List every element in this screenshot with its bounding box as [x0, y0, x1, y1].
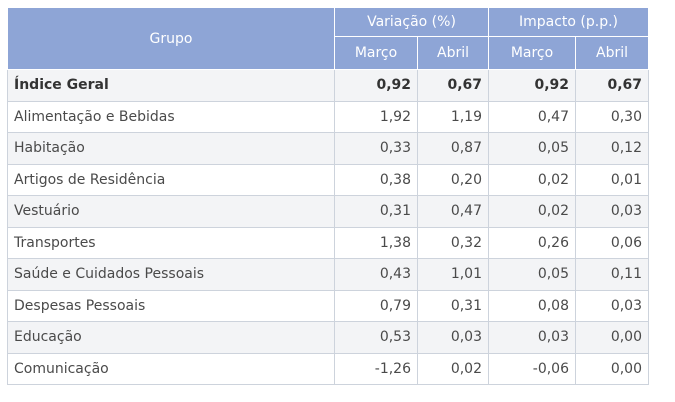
table-row: Índice Geral 0,92 0,67 0,92 0,67: [7, 69, 649, 102]
cell-variacao-marco: 1,38: [334, 226, 418, 259]
cell-grupo: Índice Geral: [7, 69, 335, 102]
cell-grupo: Comunicação: [7, 352, 335, 385]
cell-impacto-abril: 0,06: [575, 226, 649, 259]
cell-impacto-abril: 0,03: [575, 289, 649, 322]
header-impacto-marco: Março: [488, 36, 576, 70]
table-row: Educação 0,53 0,03 0,03 0,00: [7, 321, 649, 354]
cell-variacao-abril: 0,32: [417, 226, 489, 259]
cell-impacto-marco: 0,47: [488, 100, 576, 133]
cell-impacto-abril: 0,00: [575, 321, 649, 354]
table-body: Índice Geral 0,92 0,67 0,92 0,67 Alimentação …: [7, 69, 649, 385]
cell-variacao-marco: 0,33: [334, 132, 418, 165]
cell-impacto-abril: 0,01: [575, 163, 649, 196]
cell-grupo: Vestuário: [7, 195, 335, 228]
cell-impacto-marco: -0,06: [488, 352, 576, 385]
cell-variacao-marco: 0,38: [334, 163, 418, 196]
cell-variacao-marco: 1,92: [334, 100, 418, 133]
table-row: Comunicação -1,26 0,02 -0,06 0,00: [7, 352, 649, 385]
cell-variacao-abril: 0,31: [417, 289, 489, 322]
cell-variacao-marco: -1,26: [334, 352, 418, 385]
cell-variacao-marco: 0,92: [334, 69, 418, 102]
header-variacao: Variação (%): [334, 6, 489, 38]
cell-grupo: Transportes: [7, 226, 335, 259]
cell-variacao-abril: 0,20: [417, 163, 489, 196]
cell-impacto-abril: 0,67: [575, 69, 649, 102]
cell-impacto-marco: 0,05: [488, 132, 576, 165]
table-row: Artigos de Residência 0,38 0,20 0,02 0,01: [7, 163, 649, 196]
ipca-table-container: Grupo Variação (%) Impacto (p.p.) Março …: [7, 6, 649, 385]
cell-impacto-abril: 0,03: [575, 195, 649, 228]
table-row: Transportes 1,38 0,32 0,26 0,06: [7, 226, 649, 259]
cell-variacao-abril: 0,47: [417, 195, 489, 228]
cell-grupo: Alimentação e Bebidas: [7, 100, 335, 133]
cell-variacao-abril: 0,02: [417, 352, 489, 385]
table-row: Alimentação e Bebidas 1,92 1,19 0,47 0,30: [7, 100, 649, 133]
cell-impacto-marco: 0,02: [488, 163, 576, 196]
header-impacto: Impacto (p.p.): [488, 6, 649, 38]
cell-grupo: Despesas Pessoais: [7, 289, 335, 322]
cell-variacao-abril: 1,01: [417, 258, 489, 291]
cell-impacto-marco: 0,03: [488, 321, 576, 354]
cell-variacao-marco: 0,31: [334, 195, 418, 228]
table-row: Saúde e Cuidados Pessoais 0,43 1,01 0,05 0,1…: [7, 258, 649, 291]
cell-variacao-marco: 0,43: [334, 258, 418, 291]
cell-grupo: Saúde e Cuidados Pessoais: [7, 258, 335, 291]
cell-impacto-marco: 0,08: [488, 289, 576, 322]
cell-impacto-marco: 0,26: [488, 226, 576, 259]
cell-impacto-marco: 0,92: [488, 69, 576, 102]
ipca-table: Grupo Variação (%) Impacto (p.p.) Março …: [7, 6, 649, 385]
table-row: Vestuário 0,31 0,47 0,02 0,03: [7, 195, 649, 228]
cell-impacto-abril: 0,11: [575, 258, 649, 291]
cell-variacao-marco: 0,53: [334, 321, 418, 354]
cell-variacao-abril: 0,03: [417, 321, 489, 354]
header-variacao-marco: Março: [334, 36, 418, 70]
cell-variacao-abril: 1,19: [417, 100, 489, 133]
header-grupo: Grupo: [7, 7, 335, 70]
table-row: Despesas Pessoais 0,79 0,31 0,08 0,03: [7, 289, 649, 322]
cell-variacao-marco: 0,79: [334, 289, 418, 322]
cell-impacto-abril: 0,12: [575, 132, 649, 165]
cell-grupo: Habitação: [7, 132, 335, 165]
cell-variacao-abril: 0,87: [417, 132, 489, 165]
cell-grupo: Artigos de Residência: [7, 163, 335, 196]
header-variacao-abril: Abril: [417, 36, 489, 70]
cell-impacto-abril: 0,00: [575, 352, 649, 385]
header-impacto-abril: Abril: [575, 36, 649, 70]
cell-variacao-abril: 0,67: [417, 69, 489, 102]
cell-impacto-marco: 0,02: [488, 195, 576, 228]
table-row: Habitação 0,33 0,87 0,05 0,12: [7, 132, 649, 165]
cell-impacto-abril: 0,30: [575, 100, 649, 133]
cell-impacto-marco: 0,05: [488, 258, 576, 291]
cell-grupo: Educação: [7, 321, 335, 354]
